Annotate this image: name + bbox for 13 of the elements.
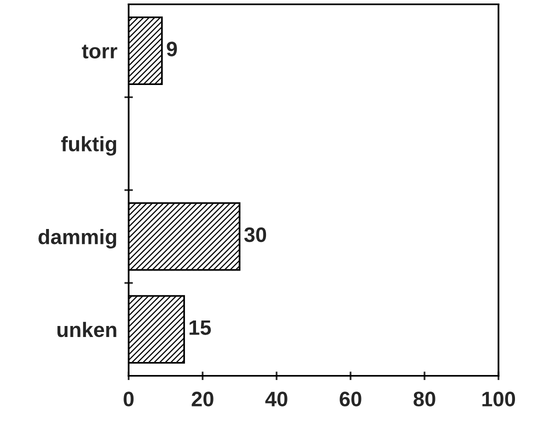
data-label: 15: [190, 320, 211, 335]
x-tick-label: 40: [265, 392, 288, 406]
y-tick-label: unken: [57, 322, 116, 338]
x-tick-label: 60: [340, 392, 362, 406]
x-tick-label: 100: [482, 392, 516, 406]
x-tick-label: 0: [124, 392, 134, 406]
y-tick-label: dammig: [38, 228, 116, 248]
data-label: 30: [244, 227, 266, 242]
y-tick-label: torr: [82, 44, 118, 59]
x-tick-label: 80: [414, 392, 436, 406]
y-tick-label: fuktig: [61, 136, 116, 156]
x-tick-label: 20: [192, 392, 214, 406]
data-label: 9: [166, 42, 177, 56]
